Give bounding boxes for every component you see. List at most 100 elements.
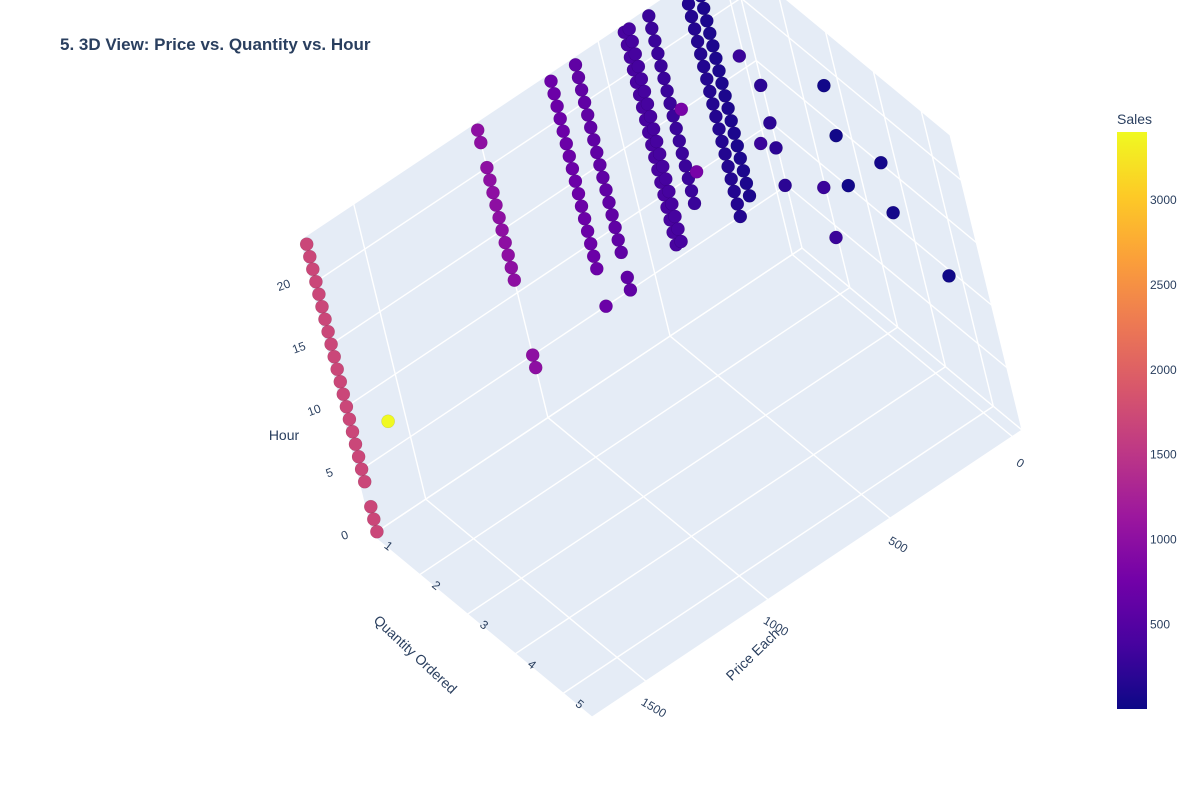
data-point — [330, 362, 345, 377]
data-point — [357, 474, 372, 489]
data-point — [817, 78, 831, 93]
grid-line — [419, 286, 851, 576]
grid-line — [371, 247, 803, 536]
data-point — [709, 51, 723, 66]
data-point — [556, 124, 571, 139]
colorbar-gradient — [1117, 132, 1147, 709]
data-point — [718, 147, 732, 161]
data-point — [480, 160, 494, 175]
data-point — [651, 46, 665, 61]
data-point — [733, 209, 748, 224]
data-point — [778, 178, 792, 193]
data-point — [299, 237, 314, 252]
data-point — [715, 134, 729, 149]
data-point — [302, 249, 317, 264]
data-point — [841, 178, 856, 193]
data-point — [674, 102, 689, 117]
data-point — [305, 262, 320, 277]
data-point — [687, 22, 702, 36]
data-point — [730, 138, 745, 153]
data-point — [736, 163, 751, 178]
colorbar-tick-label: 1500 — [1150, 448, 1177, 462]
grid-line — [467, 326, 899, 615]
data-point — [886, 205, 900, 220]
data-point — [473, 135, 488, 150]
data-point — [753, 78, 768, 93]
chart-title: 5. 3D View: Price vs. Quantity vs. Hour — [60, 35, 371, 54]
data-point — [675, 146, 690, 161]
data-point — [622, 22, 637, 36]
data-point — [699, 72, 714, 86]
data-point — [583, 236, 598, 251]
grid-line — [824, 31, 899, 328]
grid-line — [597, 40, 671, 337]
grid-line — [920, 111, 994, 407]
data-point — [668, 209, 682, 224]
data-point — [363, 499, 378, 514]
data-point — [568, 58, 583, 72]
data-point — [528, 360, 543, 375]
data-point — [470, 123, 485, 137]
grid-line — [872, 71, 947, 367]
data-point — [730, 197, 745, 211]
data-point — [348, 437, 363, 452]
data-point — [709, 109, 723, 124]
data-point — [309, 274, 323, 289]
data-point — [327, 349, 342, 364]
data-point — [321, 324, 335, 339]
data-point — [580, 224, 595, 239]
data-point — [649, 134, 664, 149]
data-point — [655, 159, 670, 174]
data-point — [658, 172, 673, 186]
data-point — [712, 122, 726, 136]
data-point — [623, 283, 638, 297]
grid-line — [742, 0, 962, 181]
colorbar: Sales 500 1000 1500 2000 2500 3000 — [1117, 111, 1177, 709]
data-point — [504, 260, 519, 275]
data-point — [489, 198, 503, 212]
data-point — [696, 1, 711, 16]
data-point — [628, 47, 643, 61]
data-point — [571, 186, 586, 201]
data-point — [721, 101, 735, 116]
data-point — [742, 188, 757, 203]
data-point — [631, 59, 646, 74]
data-point — [690, 34, 705, 49]
data-point — [544, 74, 558, 89]
grid-line — [310, 0, 740, 286]
data-point — [492, 210, 506, 225]
data-point — [583, 120, 598, 135]
grid-line — [353, 203, 427, 500]
grid-line — [755, 59, 977, 244]
data-point — [739, 176, 754, 191]
data-point — [696, 59, 711, 74]
data-point — [662, 184, 676, 199]
grid-line — [515, 366, 946, 655]
data-point — [660, 84, 674, 98]
data-point — [593, 158, 607, 172]
data-point — [702, 84, 717, 99]
data-point — [547, 86, 561, 101]
data-point — [342, 412, 357, 427]
data-point — [345, 424, 360, 439]
data-point — [586, 249, 601, 264]
colorbar-tick-label: 3000 — [1150, 193, 1177, 207]
y-tick-label: 1500 — [639, 695, 669, 721]
data-point — [724, 113, 739, 128]
y-axis-title: Price Each — [723, 625, 783, 684]
data-point — [712, 63, 726, 78]
data-point — [333, 374, 348, 389]
data-point — [733, 151, 748, 166]
y-tick-label: 500 — [886, 533, 911, 555]
data-point — [684, 184, 699, 198]
grid-line — [562, 405, 994, 694]
data-point — [654, 59, 668, 73]
data-point — [693, 47, 708, 61]
data-point — [699, 13, 714, 28]
data-point — [599, 299, 613, 314]
data-point — [562, 149, 577, 164]
data-point — [577, 95, 592, 110]
data-point — [687, 196, 702, 211]
data-point — [648, 34, 662, 48]
